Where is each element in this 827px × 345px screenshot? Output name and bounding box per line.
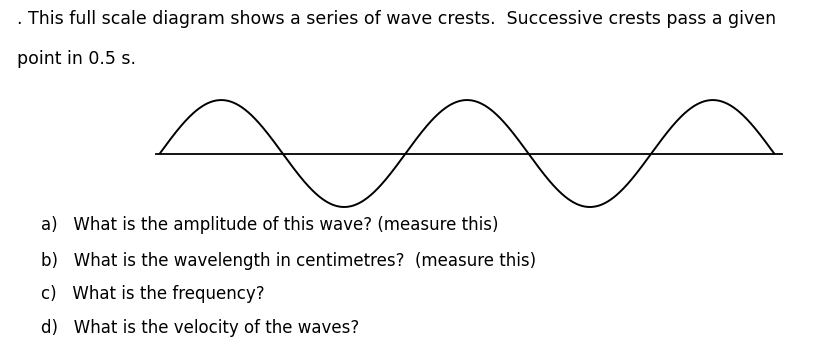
Text: c)   What is the frequency?: c) What is the frequency? [41,285,265,303]
Text: b)   What is the wavelength in centimetres?  (measure this): b) What is the wavelength in centimetres… [41,252,536,270]
Text: point in 0.5 s.: point in 0.5 s. [17,50,136,68]
Text: d)   What is the velocity of the waves?: d) What is the velocity of the waves? [41,319,359,337]
Text: a)   What is the amplitude of this wave? (measure this): a) What is the amplitude of this wave? (… [41,216,499,234]
Text: . This full scale diagram shows a series of wave crests.  Successive crests pass: . This full scale diagram shows a series… [17,10,775,28]
